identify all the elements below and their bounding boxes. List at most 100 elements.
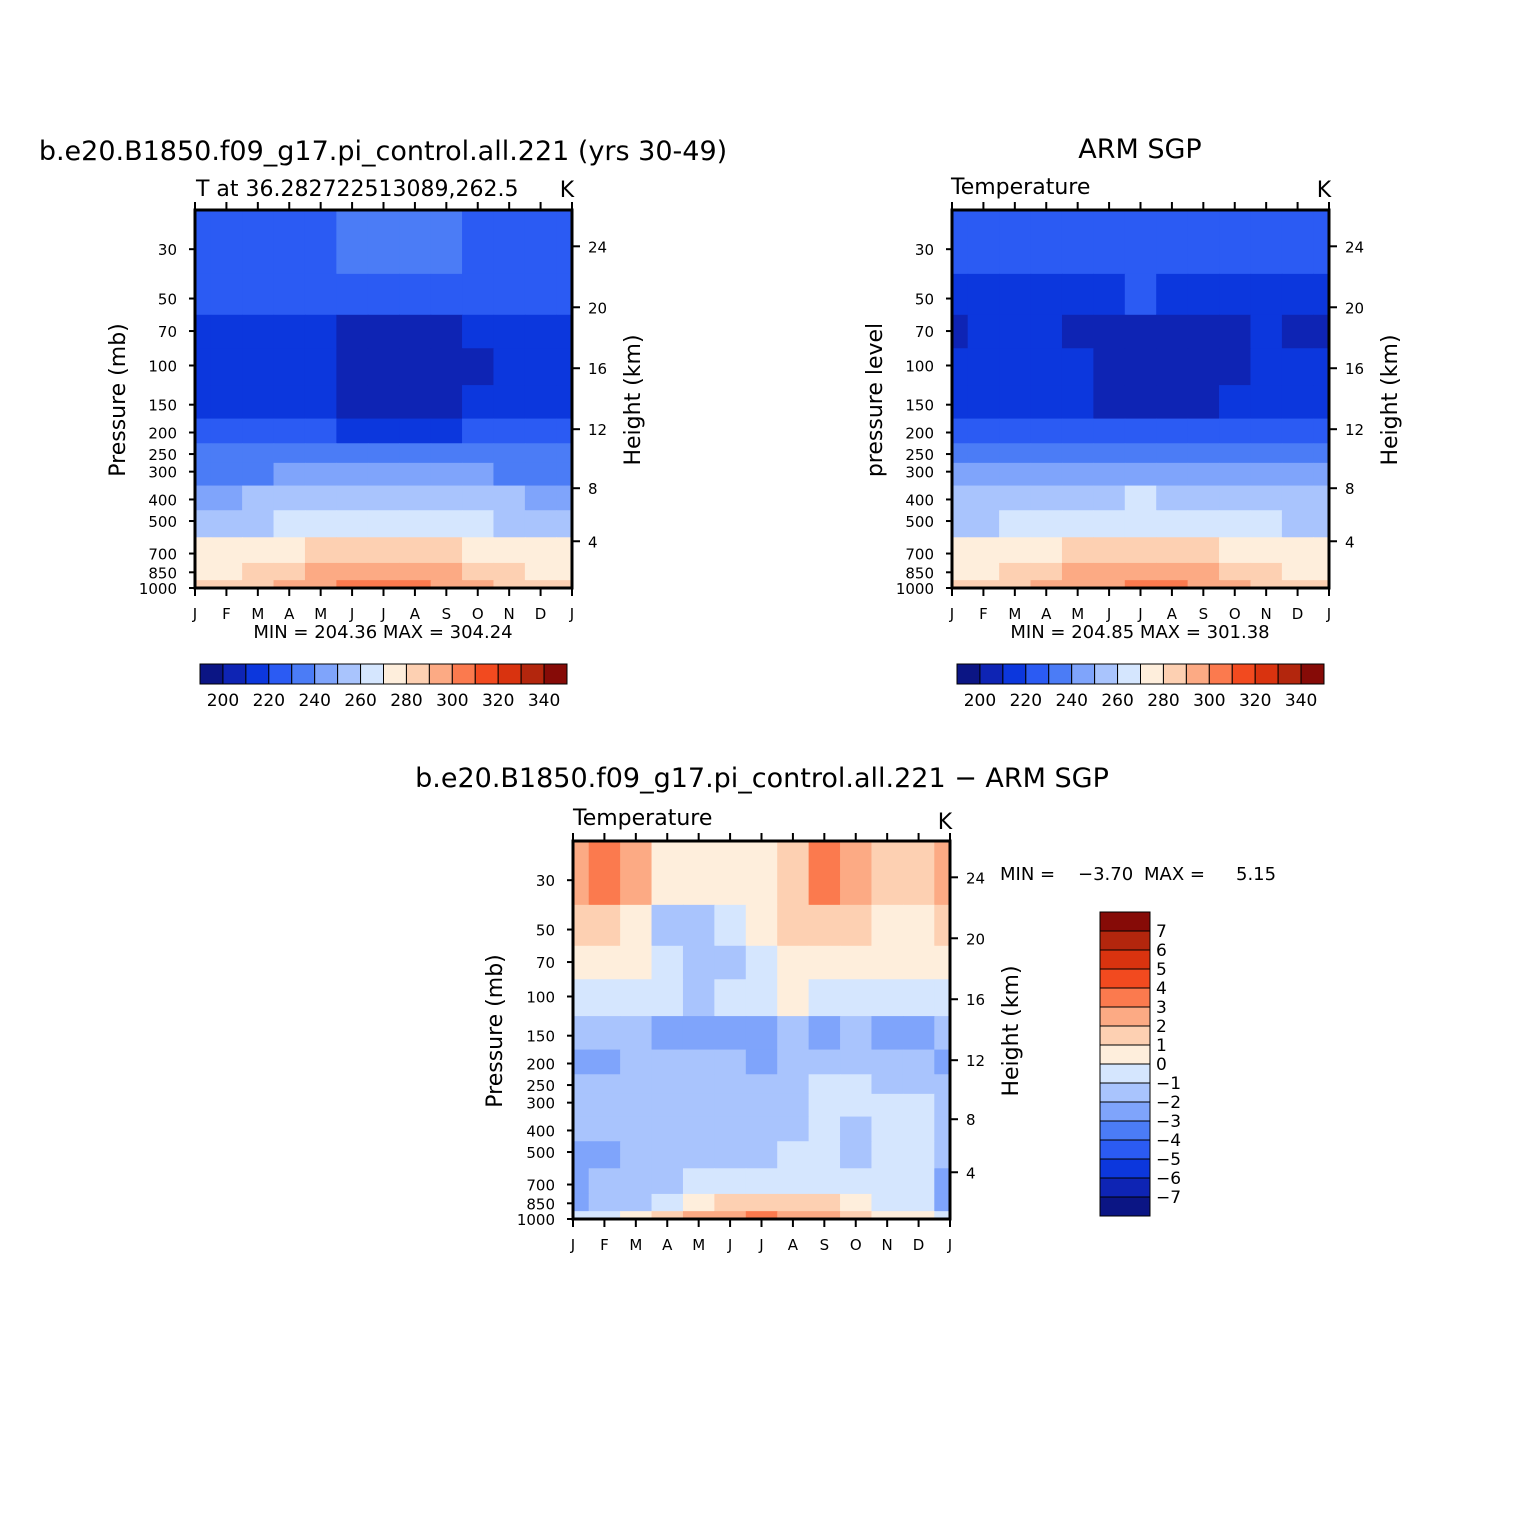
contour-cell-1000mb-m4	[1061, 580, 1094, 589]
contour-cell-200mb-m4	[1061, 418, 1094, 444]
y-tick-label: 850	[148, 564, 177, 582]
contour-cell-300mb-m4	[1061, 462, 1094, 487]
contour-cell-150mb-m8	[808, 1016, 841, 1051]
contour-cell-400mb-m1	[967, 485, 1000, 511]
contour-cell-100mb-m9	[462, 348, 495, 386]
contour-cell-1000mb-m12	[934, 1211, 951, 1220]
contour-field	[573, 841, 951, 1220]
contour-cell-70mb-m0	[573, 945, 590, 980]
contour-cell-850mb-m8	[1187, 562, 1220, 581]
contour-cell-70mb-m3	[273, 314, 306, 349]
contour-cell-1000mb-m1	[588, 1211, 621, 1220]
contour-cell-70mb-m11	[902, 945, 935, 980]
contour-cell-850mb-m3	[651, 1193, 684, 1212]
contour-cell-300mb-m11	[1281, 462, 1314, 487]
contour-cell-150mb-m4	[1061, 385, 1094, 420]
y-tick-label: 30	[536, 872, 555, 890]
y-tick-label: 70	[915, 323, 934, 341]
contour-cell-100mb-m10	[871, 979, 904, 1017]
colorbar-swatch	[1025, 663, 1050, 685]
colorbar-label: −1	[1156, 1074, 1181, 1094]
contour-cell-500mb-m12	[556, 510, 573, 538]
y-right-tick-label: 24	[1345, 238, 1364, 256]
contour-cell-250mb-m3	[1030, 443, 1063, 464]
x-tick-label: J	[380, 605, 385, 623]
contour-cell-850mb-m0	[573, 1193, 590, 1212]
contour-cell-400mb-m10	[493, 485, 526, 511]
colorbar-label: 300	[436, 691, 468, 711]
contour-cell-1000mb-m12	[1313, 580, 1330, 589]
contour-cell-200mb-m7	[777, 1049, 810, 1075]
colorbar-swatch	[1208, 663, 1233, 685]
contour-cell-100mb-m9	[1219, 348, 1252, 386]
contour-cell-400mb-m3	[273, 485, 306, 511]
contour-cell-850mb-m2	[620, 1193, 653, 1212]
contour-cell-250mb-m6	[367, 443, 400, 464]
contour-cell-100mb-m1	[588, 979, 621, 1017]
colorbar-label: 220	[1010, 691, 1042, 711]
contour-cell-30mb-m1	[967, 210, 1000, 275]
contour-cell-100mb-m0	[573, 979, 590, 1017]
contour-cell-1000mb-m9	[840, 1211, 873, 1220]
contour-cell-400mb-m5	[336, 485, 369, 511]
contour-cell-400mb-m12	[934, 1116, 951, 1142]
y-right-tick-label: 20	[966, 930, 985, 948]
contour-cell-850mb-m1	[588, 1193, 621, 1212]
contour-cell-30mb-m9	[462, 210, 495, 275]
contour-cell-150mb-m10	[871, 1016, 904, 1051]
contour-cell-850mb-m7	[777, 1193, 810, 1212]
contour-cell-400mb-m11	[524, 485, 557, 511]
contour-cell-300mb-m7	[1156, 462, 1189, 487]
contour-cell-1000mb-m6	[745, 1211, 778, 1220]
contour-cell-300mb-m5	[714, 1093, 747, 1118]
contour-cell-70mb-m1	[588, 945, 621, 980]
contour-cell-300mb-m2	[999, 462, 1032, 487]
contour-cell-700mb-m6	[1124, 537, 1157, 564]
contour-cell-50mb-m3	[273, 273, 306, 316]
contour-cell-150mb-m3	[651, 1016, 684, 1051]
colorbar-swatch	[1162, 663, 1187, 685]
x-tick-label: A	[284, 605, 295, 623]
contour-cell-850mb-m2	[999, 562, 1032, 581]
contour-cell-1000mb-m9	[462, 580, 495, 589]
y-right-tick-label: 20	[588, 299, 607, 317]
units-label: K	[938, 810, 953, 835]
x-tick-label: N	[882, 1236, 893, 1254]
y-right-tick-label: 8	[588, 480, 598, 498]
y-tick-label: 1000	[517, 1211, 555, 1229]
y-right-tick-label: 16	[588, 360, 607, 378]
contour-cell-200mb-m12	[556, 418, 573, 444]
contour-cell-150mb-m0	[952, 385, 969, 420]
contour-cell-1000mb-m6	[367, 580, 400, 589]
y-tick-label: 70	[158, 323, 177, 341]
contour-cell-70mb-m3	[651, 945, 684, 980]
colorbar	[199, 663, 568, 685]
contour-cell-500mb-m2	[999, 510, 1032, 538]
y-tick-label: 850	[526, 1195, 555, 1213]
contour-cell-150mb-m9	[1219, 385, 1252, 420]
contour-cell-250mb-m0	[195, 443, 212, 464]
contour-cell-150mb-m2	[620, 1016, 653, 1051]
colorbar	[1099, 911, 1151, 1217]
contour-cell-150mb-m10	[493, 385, 526, 420]
colorbar-swatch	[1099, 1006, 1151, 1027]
contour-cell-30mb-m0	[573, 841, 590, 906]
contour-cell-50mb-m6	[745, 904, 778, 947]
contour-cell-30mb-m8	[430, 210, 463, 275]
contour-cell-700mb-m7	[777, 1168, 810, 1195]
x-tick-label: N	[1261, 605, 1272, 623]
contour-cell-1000mb-m7	[777, 1211, 810, 1220]
contour-cell-50mb-m10	[1250, 273, 1283, 316]
contour-cell-700mb-m3	[273, 537, 306, 564]
contour-cell-250mb-m12	[556, 443, 573, 464]
contour-cell-30mb-m2	[242, 210, 275, 275]
x-tick-label: J	[727, 1236, 732, 1254]
contour-cell-30mb-m10	[493, 210, 526, 275]
contour-cell-200mb-m8	[1187, 418, 1220, 444]
contour-cell-200mb-m3	[273, 418, 306, 444]
contour-cell-70mb-m6	[367, 314, 400, 349]
contour-cell-100mb-m7	[399, 348, 432, 386]
y-tick-label: 50	[915, 291, 934, 309]
x-tick-label: N	[504, 605, 515, 623]
contour-cell-250mb-m9	[462, 443, 495, 464]
